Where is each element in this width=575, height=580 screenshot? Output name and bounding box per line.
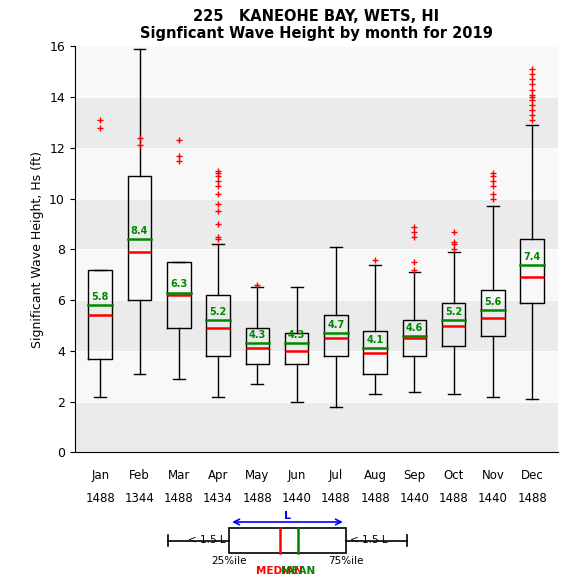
Text: Aug: Aug [363, 469, 386, 481]
Text: Mar: Mar [168, 469, 190, 481]
Text: 5.2: 5.2 [209, 307, 227, 317]
Text: < 1.5 L: < 1.5 L [187, 535, 225, 545]
Text: Jan: Jan [91, 469, 109, 481]
Text: Apr: Apr [208, 469, 228, 481]
Text: 75%ile: 75%ile [328, 556, 363, 566]
Text: 1488: 1488 [321, 492, 351, 505]
Text: < 1.5 L: < 1.5 L [350, 535, 388, 545]
Bar [75, 351, 558, 402]
Text: 7.4: 7.4 [524, 252, 541, 262]
Text: L: L [284, 511, 291, 521]
Text: Feb: Feb [129, 469, 150, 481]
Text: 6.3: 6.3 [170, 280, 187, 289]
Bar [75, 249, 558, 300]
Text: 4.7: 4.7 [327, 320, 344, 330]
Text: Oct: Oct [443, 469, 464, 481]
Text: 1488: 1488 [361, 492, 390, 505]
Text: 4.1: 4.1 [366, 335, 384, 345]
Text: Jul: Jul [329, 469, 343, 481]
Title: 225   KANEOHE BAY, WETS, HI
Signficant Wave Height by month for 2019: 225 KANEOHE BAY, WETS, HI Signficant Wav… [140, 9, 493, 41]
Text: Nov: Nov [481, 469, 504, 481]
Text: 1488: 1488 [439, 492, 469, 505]
Text: May: May [245, 469, 270, 481]
Bar [75, 300, 558, 351]
Text: 1488: 1488 [86, 492, 115, 505]
Text: 1440: 1440 [478, 492, 508, 505]
Text: 5.6: 5.6 [484, 298, 501, 307]
Text: Dec: Dec [521, 469, 543, 481]
Bar [75, 97, 558, 148]
Bar [75, 402, 558, 452]
Text: 1488: 1488 [243, 492, 272, 505]
Text: MEAN: MEAN [281, 566, 315, 576]
Text: 25%ile: 25%ile [212, 556, 247, 566]
Text: 4.6: 4.6 [406, 322, 423, 333]
Text: Sep: Sep [403, 469, 426, 481]
Text: 1440: 1440 [282, 492, 312, 505]
Text: 1488: 1488 [164, 492, 194, 505]
Bar [75, 46, 558, 97]
Text: 1440: 1440 [400, 492, 430, 505]
Text: MEDIAN: MEDIAN [256, 566, 303, 576]
Text: 5.8: 5.8 [91, 292, 109, 302]
Bar [229, 528, 346, 553]
Y-axis label: Significant Wave Height, Hs (ft): Significant Wave Height, Hs (ft) [30, 151, 44, 348]
Text: 4.3: 4.3 [249, 330, 266, 340]
Text: Jun: Jun [288, 469, 306, 481]
Bar [75, 148, 558, 199]
Text: 8.4: 8.4 [131, 226, 148, 236]
Bar [75, 199, 558, 249]
Text: 1434: 1434 [203, 492, 233, 505]
Text: 4.3: 4.3 [288, 330, 305, 340]
Text: 5.2: 5.2 [445, 307, 462, 317]
Text: 1488: 1488 [518, 492, 547, 505]
Text: 1344: 1344 [125, 492, 155, 505]
